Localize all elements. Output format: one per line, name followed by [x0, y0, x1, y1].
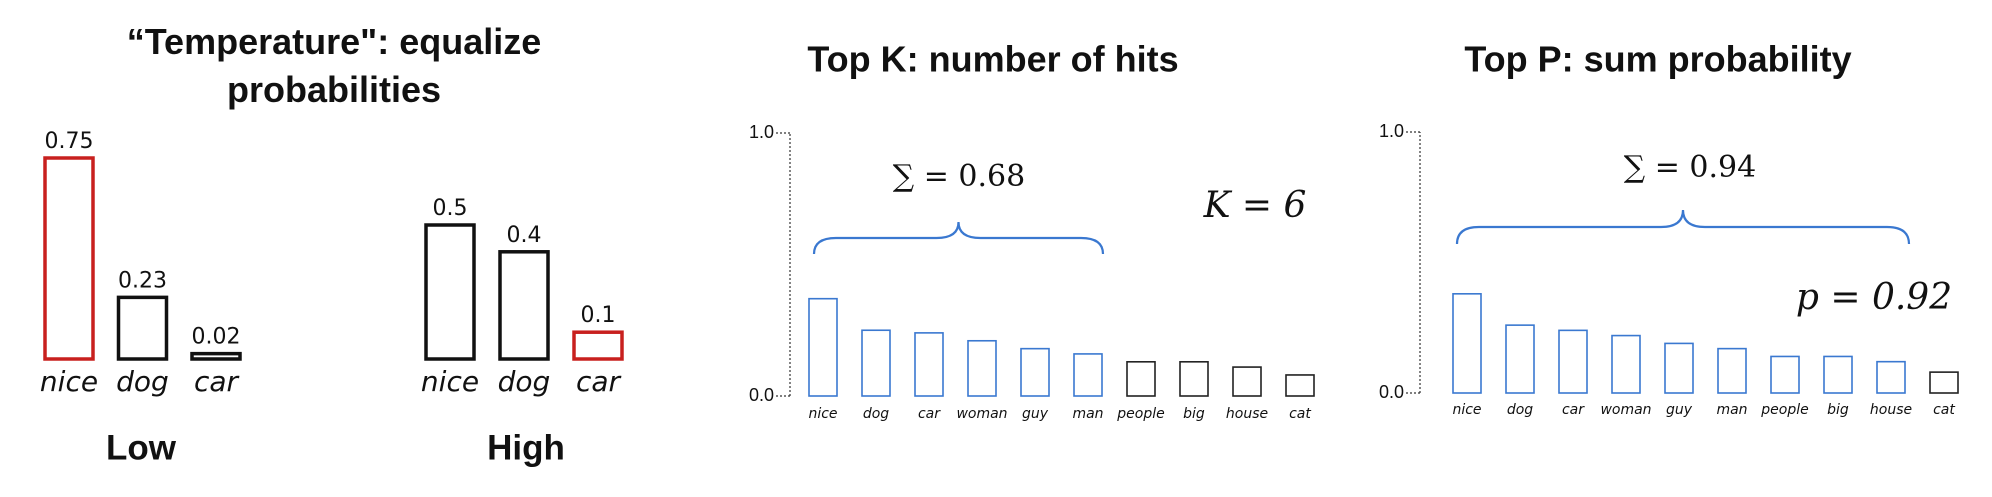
x-tick-label: man [1072, 406, 1103, 422]
value-label: 0.02 [192, 325, 241, 350]
x-tick-label: dog [1507, 402, 1533, 418]
x-tick-label: dog [116, 365, 169, 398]
value-label: 0.5 [433, 196, 468, 221]
bar [572, 330, 624, 361]
value-label: 0.75 [45, 129, 94, 154]
x-tick-label: house [1226, 406, 1268, 422]
bar [808, 297, 838, 397]
x-tick-label: nice [40, 365, 98, 398]
x-tick-label: people [1116, 406, 1164, 422]
chart-title: “Temperature": equalize probabilities [126, 21, 542, 110]
bar [1664, 342, 1694, 394]
bar [1285, 374, 1315, 397]
bar [498, 250, 550, 361]
value-label: 0.1 [581, 303, 616, 328]
caption: Low [106, 428, 177, 467]
annotation: K = 6 [1203, 185, 1307, 226]
x-tick-label: woman [956, 406, 1007, 422]
bar [1452, 293, 1482, 394]
annotation: ∑ = 0.68 [893, 159, 1025, 194]
bar [43, 156, 95, 361]
bar [1020, 347, 1050, 397]
bar [1232, 366, 1262, 397]
x-tick-label: people [1760, 402, 1808, 418]
x-tick-label: guy [1666, 402, 1693, 418]
x-tick-label: big [1827, 402, 1849, 418]
bar [1717, 347, 1747, 394]
chart-title: Top P: sum probability [1464, 39, 1851, 80]
x-tick-label: car [576, 365, 622, 398]
bar [1126, 361, 1156, 397]
x-tick-label: nice [421, 365, 479, 398]
x-tick-label: nice [1452, 402, 1481, 418]
chart-title: Top K: number of hits [807, 39, 1178, 80]
bar [1558, 329, 1588, 394]
x-tick-label: big [1183, 406, 1205, 422]
value-label: 0.4 [507, 223, 542, 248]
x-tick-label: car [1562, 402, 1585, 418]
brace [1455, 209, 1911, 245]
x-tick-label: car [918, 406, 941, 422]
brace [812, 221, 1105, 255]
caption: High [487, 428, 565, 467]
x-tick-label: car [194, 365, 240, 398]
x-tick-label: dog [863, 406, 889, 422]
x-tick-label: dog [498, 365, 551, 398]
x-tick-label: nice [808, 406, 837, 422]
bar [1611, 334, 1641, 394]
x-tick-label: woman [1600, 402, 1651, 418]
value-label: 0.23 [118, 268, 167, 293]
x-tick-label: house [1870, 402, 1912, 418]
y-tick-label: 1.0 [749, 122, 774, 142]
x-tick-label: cat [1933, 402, 1955, 418]
bar [914, 332, 944, 397]
y-tick-label: 0.0 [749, 385, 774, 405]
bar [1876, 360, 1906, 394]
annotation: ∑ = 0.94 [1624, 150, 1756, 185]
x-tick-label: guy [1022, 406, 1049, 422]
bar [1929, 371, 1959, 394]
bar [1179, 361, 1209, 397]
bar [1073, 353, 1103, 397]
bar [1505, 324, 1535, 394]
bar [190, 351, 242, 361]
bar [1770, 355, 1800, 394]
bar [116, 295, 169, 361]
bar [1823, 355, 1853, 394]
x-tick-label: man [1716, 402, 1747, 418]
bar [424, 223, 476, 361]
bar [967, 339, 997, 397]
bar [861, 329, 891, 397]
y-tick-label: 0.0 [1379, 382, 1404, 402]
x-tick-label: cat [1289, 406, 1311, 422]
annotation: p = 0.92 [1796, 277, 1952, 318]
y-tick-label: 1.0 [1379, 121, 1404, 141]
